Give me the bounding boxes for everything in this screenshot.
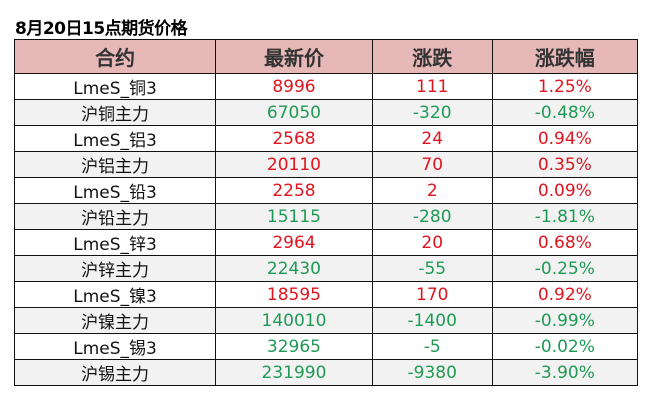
table-row: 沪锡主力 231990 -9380 -3.90%	[13, 359, 639, 386]
change-cell: 70	[371, 151, 493, 178]
contract-cell: LmeS_锡3	[13, 333, 217, 360]
table-row: 沪锌主力 22430 -55 -0.25%	[13, 255, 639, 282]
futures-price-table: 合约 最新价 涨跌 涨跌幅 LmeS_铜3 8996 111 1.25% 沪铜主力 670…	[13, 39, 639, 386]
header-contract: 合约	[13, 39, 217, 74]
change-pct-cell: 0.94%	[491, 125, 639, 152]
header-change: 涨跌	[371, 39, 493, 74]
price-cell: 140010	[215, 307, 373, 334]
price-cell: 15115	[215, 203, 373, 230]
price-cell: 8996	[215, 73, 373, 100]
table-row: LmeS_铅3 2258 2 0.09%	[13, 177, 639, 204]
change-pct-cell: -3.90%	[491, 359, 639, 386]
change-pct-cell: -0.02%	[491, 333, 639, 360]
change-pct-cell: -0.48%	[491, 99, 639, 126]
change-cell: -280	[371, 203, 493, 230]
contract-cell: LmeS_铅3	[13, 177, 217, 204]
table-row: 沪镍主力 140010 -1400 -0.99%	[13, 307, 639, 334]
table-row: LmeS_锌3 2964 20 0.68%	[13, 229, 639, 256]
contract-cell: 沪铅主力	[13, 203, 217, 230]
contract-cell: LmeS_铝3	[13, 125, 217, 152]
table-row: 沪铝主力 20110 70 0.35%	[13, 151, 639, 178]
contract-cell: 沪铝主力	[13, 151, 217, 178]
contract-cell: LmeS_铜3	[13, 73, 217, 100]
change-cell: -55	[371, 255, 493, 282]
change-cell: -9380	[371, 359, 493, 386]
price-cell: 67050	[215, 99, 373, 126]
table-row: LmeS_镍3 18595 170 0.92%	[13, 281, 639, 308]
price-cell: 2964	[215, 229, 373, 256]
price-cell: 32965	[215, 333, 373, 360]
change-cell: -1400	[371, 307, 493, 334]
change-pct-cell: -0.99%	[491, 307, 639, 334]
contract-cell: 沪锡主力	[13, 359, 217, 386]
header-change-pct: 涨跌幅	[491, 39, 639, 74]
change-cell: 170	[371, 281, 493, 308]
table-row: LmeS_铜3 8996 111 1.25%	[13, 73, 639, 100]
header-latest-price: 最新价	[215, 39, 373, 74]
contract-cell: 沪锌主力	[13, 255, 217, 282]
contract-cell: 沪镍主力	[13, 307, 217, 334]
page-title: 8月20日15点期货价格	[15, 19, 188, 39]
change-pct-cell: 0.09%	[491, 177, 639, 204]
contract-cell: 沪铜主力	[13, 99, 217, 126]
change-pct-cell: 1.25%	[491, 73, 639, 100]
table-row: 沪铅主力 15115 -280 -1.81%	[13, 203, 639, 230]
change-cell: 20	[371, 229, 493, 256]
change-pct-cell: -0.25%	[491, 255, 639, 282]
table-row: LmeS_锡3 32965 -5 -0.02%	[13, 333, 639, 360]
change-pct-cell: -1.81%	[491, 203, 639, 230]
price-cell: 22430	[215, 255, 373, 282]
change-cell: -320	[371, 99, 493, 126]
table-row: 沪铜主力 67050 -320 -0.48%	[13, 99, 639, 126]
price-cell: 20110	[215, 151, 373, 178]
change-cell: 2	[371, 177, 493, 204]
table-header-row: 合约 最新价 涨跌 涨跌幅	[13, 39, 639, 74]
contract-cell: LmeS_锌3	[13, 229, 217, 256]
change-pct-cell: 0.68%	[491, 229, 639, 256]
contract-cell: LmeS_镍3	[13, 281, 217, 308]
price-cell: 2568	[215, 125, 373, 152]
price-cell: 231990	[215, 359, 373, 386]
change-cell: 24	[371, 125, 493, 152]
change-cell: 111	[371, 73, 493, 100]
price-cell: 2258	[215, 177, 373, 204]
price-cell: 18595	[215, 281, 373, 308]
change-pct-cell: 0.92%	[491, 281, 639, 308]
change-pct-cell: 0.35%	[491, 151, 639, 178]
change-cell: -5	[371, 333, 493, 360]
table-row: LmeS_铝3 2568 24 0.94%	[13, 125, 639, 152]
